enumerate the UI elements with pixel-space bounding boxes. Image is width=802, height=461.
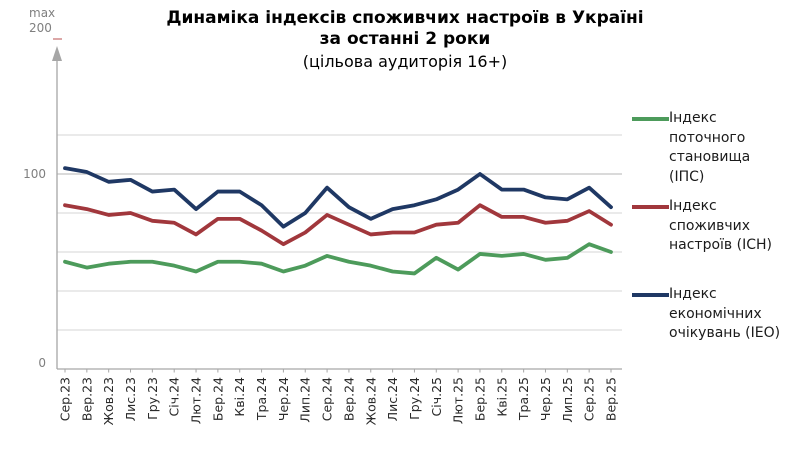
legend-label-line: настроїв (ІСН) xyxy=(669,237,772,253)
y-axis-max-value: 200 xyxy=(29,21,52,35)
legend-item-isn: Індекс споживчих настроїв (ІСН) xyxy=(632,197,800,285)
legend-item-ips: Індекс поточного становища (ІПС) xyxy=(632,109,800,197)
legend-label-ieo: Індекс економічних очікувань (ІЕО) xyxy=(669,285,780,344)
legend-label-line: (ІПС) xyxy=(669,168,705,185)
x-axis-label-2: Жов.23 xyxy=(101,377,116,425)
x-axis-label-16: Гру.24 xyxy=(407,377,422,420)
legend-label-line: Індекс xyxy=(669,110,717,126)
x-axis-label-8: Кві.24 xyxy=(232,377,247,417)
chart-title-line2: за останні 2 роки xyxy=(319,29,491,49)
x-axis-label-20: Кві.25 xyxy=(494,377,509,417)
x-axis-label-13: Вер.24 xyxy=(341,377,356,421)
legend-label-line: економічних xyxy=(669,305,762,322)
x-axis-label-6: Лют.24 xyxy=(189,377,204,424)
x-axis-label-14: Жов.24 xyxy=(363,377,378,425)
x-axis-label-22: Чер.25 xyxy=(538,377,553,421)
legend-label-line: поточного xyxy=(669,129,746,146)
legend-label-line: Індекс xyxy=(669,198,717,214)
x-axis-label-21: Тра.25 xyxy=(516,377,531,421)
x-axis-label-23: Лип.25 xyxy=(560,377,575,423)
x-axis-label-17: Січ.25 xyxy=(429,377,444,416)
y-axis-tick-label-100: 100 xyxy=(23,167,46,181)
x-axis-label-11: Лип.24 xyxy=(298,377,313,423)
x-axis-label-7: Бер.24 xyxy=(210,377,225,421)
x-axis-label-25: Вер.25 xyxy=(604,377,619,421)
chart-title: Динаміка індексів споживчих настроїв в У… xyxy=(90,8,720,73)
x-axis-label-0: Сер.23 xyxy=(58,377,73,421)
y-axis-max-label: max 200 xyxy=(29,6,55,36)
x-axis-label-4: Гру.23 xyxy=(145,377,160,420)
x-axis-label-10: Чер.24 xyxy=(276,377,291,421)
legend-label-line: споживчих xyxy=(669,217,751,234)
legend-label-ips: Індекс поточного становища (ІПС) xyxy=(669,109,750,187)
y-axis-max-tick xyxy=(53,38,62,40)
x-axis-label-15: Лис.24 xyxy=(385,377,400,421)
x-axis-label-5: Січ.24 xyxy=(167,377,182,417)
legend-label-line: очікувань (ІЕО) xyxy=(669,325,781,341)
series-line-isn xyxy=(63,203,613,247)
x-axis-label-19: Бер.25 xyxy=(472,377,487,421)
series-line-ips xyxy=(63,242,613,276)
chart-subtitle: (цільова аудиторія 16+) xyxy=(302,52,508,71)
legend-label-line: становища xyxy=(669,149,751,165)
x-axis-label-1: Вер.23 xyxy=(79,377,94,421)
x-axis-label-18: Лют.25 xyxy=(451,377,466,424)
y-axis-arrowhead xyxy=(52,46,62,61)
legend-label-line: Індекс xyxy=(669,286,717,302)
y-axis-max-caption: max xyxy=(29,6,56,20)
x-axis-label-24: Сер.25 xyxy=(582,377,597,421)
legend-label-isn: Індекс споживчих настроїв (ІСН) xyxy=(669,197,772,256)
chart-title-line1: Динаміка індексів споживчих настроїв в У… xyxy=(166,8,644,28)
legend-swatch-isn xyxy=(632,205,669,209)
legend-item-ieo: Індекс економічних очікувань (ІЕО) xyxy=(632,285,800,373)
x-axis-label-12: Сер.24 xyxy=(320,377,335,421)
x-axis-label-9: Тра.24 xyxy=(254,377,269,421)
legend-swatch-ieo xyxy=(632,293,669,297)
legend-swatch-ips xyxy=(632,117,669,121)
legend: Індекс поточного становища (ІПС) Індекс спожи… xyxy=(632,109,800,373)
series-line-ieo xyxy=(63,166,613,229)
x-axis-label-3: Лис.23 xyxy=(123,377,138,421)
y-axis-tick-label-0: 0 xyxy=(38,356,46,370)
